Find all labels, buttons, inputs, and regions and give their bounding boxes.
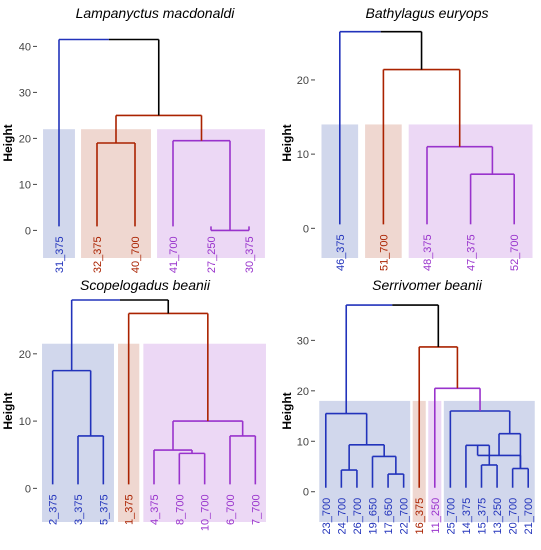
y-tick-label: 30 [19, 87, 31, 99]
y-tick-label: 0 [303, 223, 309, 235]
leaf-label: 40_700 [130, 236, 142, 273]
panel-title: Scopelogadus beanii [80, 277, 211, 293]
y-axis-label: Height [280, 392, 294, 429]
panel-title: Lampanyctus macdonaldi [76, 5, 236, 21]
y-tick-label: 0 [25, 225, 31, 237]
y-tick-label: 0 [25, 483, 31, 495]
leaf-label: 31_375 [54, 236, 66, 273]
y-tick-label: 10 [297, 436, 309, 448]
y-tick-label: 20 [19, 133, 31, 145]
leaf-label: 48_375 [422, 234, 434, 271]
y-tick-label: 20 [297, 386, 309, 398]
leaf-label: 10_700 [200, 494, 212, 531]
leaf-label: 17_650 [383, 498, 395, 535]
y-tick-label: 0 [303, 487, 309, 499]
leaf-label: 20_700 [508, 498, 520, 535]
leaf-label: 15_375 [477, 498, 489, 535]
y-tick-label: 30 [297, 335, 309, 347]
leaf-label: 4_375 [149, 494, 161, 525]
dendrogram-panel-2: Bathylagus euryops Height 0 10 20 46_375 51_70… [280, 5, 533, 271]
leaf-label: 25_700 [445, 498, 457, 535]
leaf-label: 7_700 [250, 494, 262, 525]
leaf-label: 6_700 [225, 494, 237, 525]
leaf-label: 30_375 [244, 236, 256, 273]
leaf-label: 22_700 [399, 498, 411, 535]
leaf-label: 3_375 [73, 494, 85, 525]
leaf-label: 23_700 [321, 498, 333, 535]
y-axis-label: Height [1, 392, 15, 429]
leaf-label: 19_650 [368, 498, 380, 535]
cluster-rect-purple [157, 129, 265, 258]
leaf-label: 32_375 [92, 236, 104, 273]
leaf-label: 26_700 [352, 498, 364, 535]
leaf-label: 46_375 [335, 234, 347, 271]
y-tick-label: 10 [19, 416, 31, 428]
leaf-label: 21_700 [523, 498, 535, 535]
leaf-label: 11_250 [430, 498, 442, 534]
leaf-label: 24_700 [336, 498, 348, 535]
leaf-label: 47_375 [466, 234, 478, 271]
leaf-label: 2_375 [48, 494, 60, 525]
dendrogram-panel-3: Scopelogadus beanii Height 0 10 20 2_375 3_375… [1, 277, 266, 531]
y-tick-label: 10 [19, 179, 31, 191]
y-axis-label: Height [1, 124, 15, 161]
leaf-label: 1_375 [124, 494, 136, 525]
dendrogram-panel-4: Serrivomer beanii Height 0 10 20 30 23_700 24_7… [280, 277, 535, 534]
leaf-label: 41_700 [168, 236, 180, 273]
cluster-rect-blue [319, 400, 411, 522]
y-tick-label: 20 [297, 75, 309, 87]
leaf-label: 14_375 [461, 498, 473, 535]
leaf-label: 52_700 [509, 234, 521, 271]
cluster-rect-blue [42, 343, 114, 522]
y-tick-label: 20 [19, 349, 31, 361]
y-tick-label: 10 [297, 149, 309, 161]
leaf-label: 27_250 [206, 236, 218, 273]
cluster-rect-red [81, 129, 151, 258]
leaf-label: 16_375 [414, 498, 426, 535]
leaf-label: 13_250 [492, 498, 504, 535]
dendrogram-panel-1: Lampanyctus macdonaldi Height 0 10 20 30 40 31_… [1, 5, 265, 273]
panel-title: Serrivomer beanii [372, 277, 483, 293]
y-axis-label: Height [280, 124, 294, 161]
leaf-label: 8_700 [174, 494, 186, 525]
leaf-label: 5_375 [98, 494, 110, 525]
panel-title: Bathylagus euryops [366, 5, 489, 21]
y-tick-label: 40 [19, 41, 31, 53]
cluster-rect-purple [143, 343, 266, 522]
leaf-label: 51_700 [378, 234, 390, 271]
